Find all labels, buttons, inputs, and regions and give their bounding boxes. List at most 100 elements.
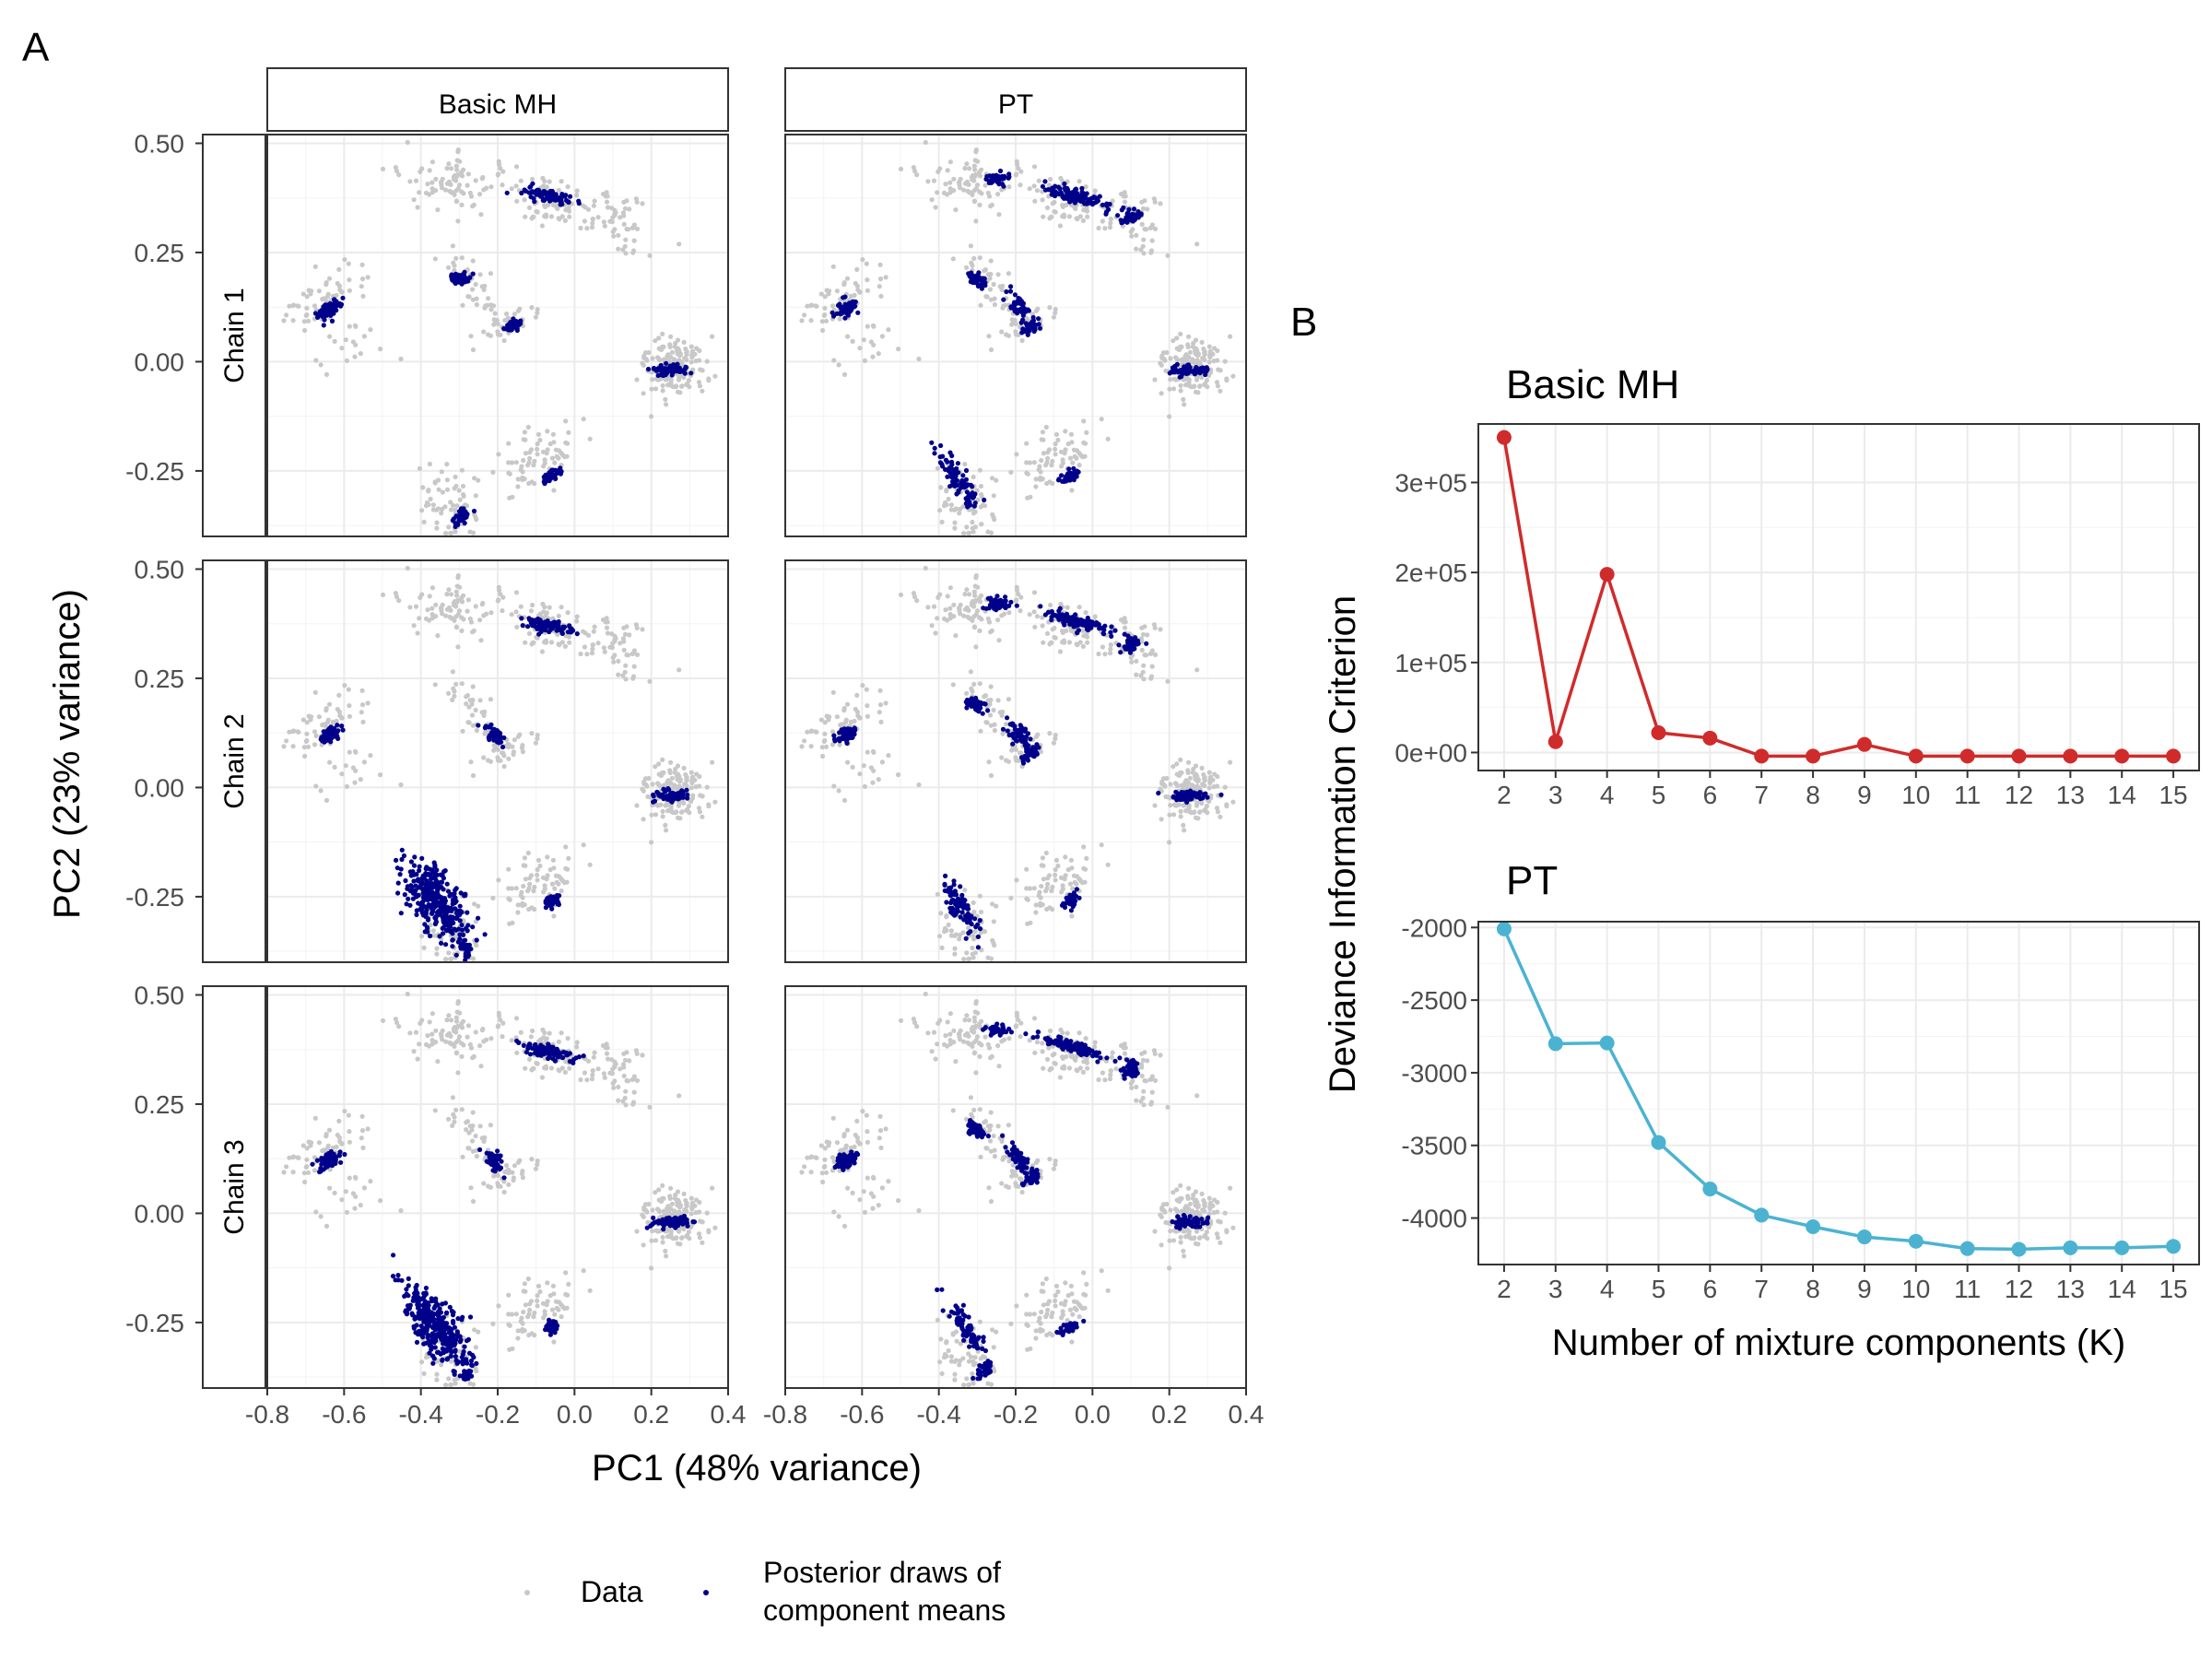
data-point	[673, 340, 678, 347]
data-point	[970, 945, 975, 951]
data-point	[1186, 759, 1192, 765]
data-point	[1228, 759, 1233, 765]
data-point	[496, 587, 502, 593]
data-point	[548, 214, 555, 219]
posterior-point	[435, 881, 441, 887]
posterior-point	[403, 877, 408, 884]
posterior-point	[470, 924, 476, 930]
data-point	[706, 804, 712, 809]
data-point	[532, 458, 537, 465]
posterior-point	[395, 890, 401, 896]
posterior-point	[421, 893, 427, 900]
data-point	[1027, 612, 1032, 618]
data-point	[1079, 454, 1086, 460]
data-point	[358, 777, 363, 782]
data-point	[601, 219, 607, 225]
data-point	[347, 713, 352, 719]
data-point	[604, 625, 610, 630]
data-point	[565, 184, 571, 190]
posterior-point	[1196, 368, 1202, 373]
data-point	[1206, 372, 1212, 379]
data-point	[459, 173, 465, 179]
data-point	[970, 525, 975, 531]
data-point	[378, 347, 383, 352]
data-point	[1077, 463, 1082, 468]
data-point	[1096, 225, 1101, 231]
data-point	[1152, 625, 1158, 630]
data-point	[1032, 198, 1038, 204]
posterior-point	[513, 319, 519, 324]
data-point	[1084, 429, 1089, 435]
data-point	[551, 913, 557, 919]
posterior-point	[476, 723, 481, 728]
data-point	[611, 233, 617, 239]
data-point	[1167, 840, 1172, 845]
data-point	[967, 166, 972, 171]
data-point	[488, 271, 494, 276]
posterior-point	[953, 912, 959, 917]
data-point	[515, 484, 521, 489]
data-point	[547, 179, 552, 184]
data-point	[347, 324, 352, 329]
data-point	[343, 763, 348, 769]
data-point	[589, 225, 595, 230]
data-point	[685, 381, 690, 386]
series-posterior-draws	[830, 168, 1210, 510]
series-posterior-draws	[318, 616, 690, 963]
posterior-point	[1001, 297, 1006, 302]
facet-panel	[784, 134, 1247, 537]
posterior-point	[1045, 609, 1051, 616]
data-point	[550, 616, 556, 621]
posterior-point	[433, 919, 439, 924]
data-point	[945, 168, 950, 173]
posterior-point	[955, 461, 960, 466]
posterior-point	[453, 274, 459, 279]
data-point	[352, 323, 359, 328]
data-point	[623, 251, 629, 256]
data-point	[1118, 617, 1124, 623]
data-point	[696, 380, 702, 385]
data-point	[473, 604, 478, 609]
data-point	[574, 188, 580, 194]
data-point	[455, 147, 461, 153]
data-point	[1176, 772, 1182, 779]
data-point	[952, 946, 958, 951]
data-point	[1053, 307, 1058, 312]
data-point	[541, 464, 547, 469]
posterior-point	[945, 459, 950, 465]
posterior-point	[666, 787, 672, 793]
posterior-point	[1109, 633, 1114, 640]
data-point	[683, 782, 688, 787]
data-point	[675, 815, 681, 820]
data-point	[1194, 377, 1200, 382]
posterior-point	[413, 888, 418, 893]
data-point	[284, 312, 289, 318]
data-point	[1069, 488, 1075, 493]
posterior-point	[556, 618, 561, 625]
data-point	[834, 288, 841, 294]
data-point	[443, 531, 449, 536]
data-point	[554, 453, 559, 459]
data-point	[324, 371, 330, 377]
data-point	[332, 338, 337, 344]
data-point	[339, 289, 345, 295]
data-point	[883, 700, 888, 706]
data-point	[968, 616, 973, 621]
posterior-point	[394, 857, 399, 864]
posterior-point	[1061, 618, 1066, 624]
data-point	[1052, 208, 1057, 215]
data-point	[1014, 587, 1020, 593]
data-point	[1063, 873, 1068, 878]
posterior-point	[486, 735, 491, 741]
data-point	[601, 645, 607, 651]
posterior-point	[398, 866, 404, 872]
posterior-point	[1184, 368, 1190, 373]
data-point	[451, 686, 456, 691]
data-point	[1188, 810, 1194, 816]
data-point	[854, 266, 860, 272]
data-point	[1203, 381, 1208, 386]
data-point	[1018, 750, 1023, 756]
data-point	[1031, 183, 1037, 189]
data-point	[1224, 804, 1230, 809]
data-point	[877, 262, 883, 267]
